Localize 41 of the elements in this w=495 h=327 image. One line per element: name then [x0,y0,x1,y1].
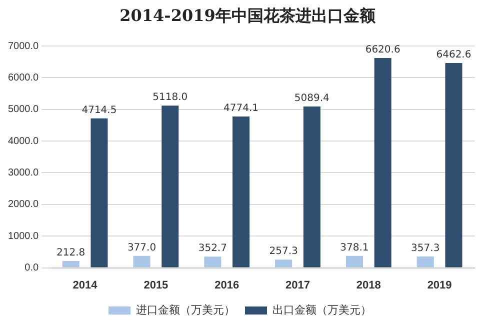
bar [346,256,363,268]
bar [374,58,392,268]
x-tick-label: 2018 [356,279,381,292]
data-label: 357.3 [411,243,440,254]
y-tick-label: 6000.0 [8,72,40,84]
x-tick-label: 2016 [214,279,240,292]
data-label: 378.1 [340,242,369,254]
bar [303,106,320,268]
data-label: 352.7 [198,243,227,254]
legend-label: 出口金额（万美元） [272,304,372,317]
x-tick-label: 2019 [427,279,452,292]
data-label: 6462.6 [436,50,472,61]
data-label: 4714.5 [82,105,117,116]
bar [133,256,150,268]
bar [232,116,250,268]
chart-title: 2014-2019年中国花茶进出口金额 [118,6,376,27]
data-label: 377.0 [127,242,156,254]
y-tick-label: 4000.0 [8,136,40,147]
legend-label: 进口金额（万美元） [136,304,235,317]
data-label: 212.8 [56,248,86,259]
y-tick-label: 5000.0 [8,104,40,116]
x-tick-label: 2014 [72,279,98,292]
bar [445,63,462,268]
data-label: 6620.6 [365,44,400,56]
bar [90,118,108,268]
y-tick-label: 3000.0 [8,167,40,178]
bar [62,261,80,268]
y-tick-label: 2000.0 [8,199,40,210]
data-label: 5118.0 [152,92,188,104]
x-tick-label: 2017 [286,279,310,292]
data-label: 5089.4 [294,93,330,104]
data-label: 4774.1 [224,103,259,114]
data-label: 257.3 [269,246,298,258]
bar [162,106,179,268]
y-tick-label: 0.0 [24,262,40,274]
y-tick-label: 7000.0 [8,40,40,52]
x-tick-label: 2015 [144,279,168,292]
bar [275,260,292,268]
bar [416,256,434,268]
y-tick-label: 1000.0 [8,230,40,242]
bar [204,256,222,268]
